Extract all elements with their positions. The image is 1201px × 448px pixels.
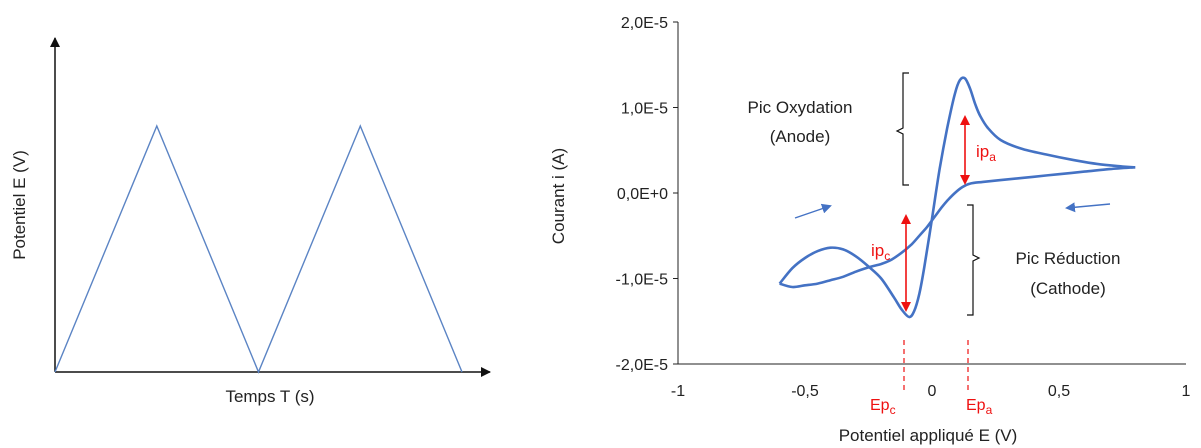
reduction-peak-label: Pic Réduction bbox=[1016, 249, 1121, 268]
x-tick-label: 0,5 bbox=[1048, 383, 1070, 400]
scan-direction-arrow-reverse bbox=[1065, 202, 1111, 213]
x-tick-label: -1 bbox=[671, 383, 685, 400]
x-tick-label: 1 bbox=[1182, 383, 1191, 400]
y-tick-label: 2,0E-5 bbox=[621, 15, 668, 32]
reduction-peak-bracket bbox=[967, 204, 981, 316]
oxidation-peak-label: Pic Oxydation bbox=[748, 98, 853, 117]
ipc-label: ipc bbox=[871, 241, 890, 263]
reduction-peak-sublabel: (Cathode) bbox=[1030, 279, 1106, 298]
cv-x-axis-label: Potentiel appliqué E (V) bbox=[839, 426, 1018, 445]
y-tick-label: -1,0E-5 bbox=[616, 272, 669, 289]
epc-label: Epc bbox=[870, 397, 896, 417]
oxidation-peak-bracket bbox=[895, 72, 909, 186]
waveform-x-axis-label: Temps T (s) bbox=[225, 387, 314, 406]
cv-forward-scan-line bbox=[778, 76, 1136, 319]
waveform-series-line bbox=[54, 124, 463, 374]
cyclic-voltammogram-chart: -2,0E-5 -1,0E-5 0,0E+0 1,0E-5 2,0E-5 -1 -0,5 0… bbox=[549, 15, 1191, 445]
cv-y-axis-label: Courant i (A) bbox=[549, 148, 568, 244]
potential-waveform-chart: Temps T (s) Potentiel E (V) bbox=[10, 37, 491, 406]
ipa-label: ipa bbox=[976, 142, 996, 164]
scan-direction-arrow-forward bbox=[794, 203, 832, 219]
epa-label: Epa bbox=[966, 397, 993, 417]
cv-reverse-scan-line bbox=[779, 166, 1136, 289]
waveform-y-axis-label: Potentiel E (V) bbox=[10, 150, 29, 260]
y-tick-label: 1,0E-5 bbox=[621, 101, 668, 118]
oxidation-peak-sublabel: (Anode) bbox=[770, 127, 830, 146]
x-tick-label: 0 bbox=[928, 383, 937, 400]
x-tick-label: -0,5 bbox=[791, 383, 819, 400]
y-tick-label: -2,0E-5 bbox=[616, 357, 669, 374]
y-tick-label: 0,0E+0 bbox=[617, 186, 668, 203]
